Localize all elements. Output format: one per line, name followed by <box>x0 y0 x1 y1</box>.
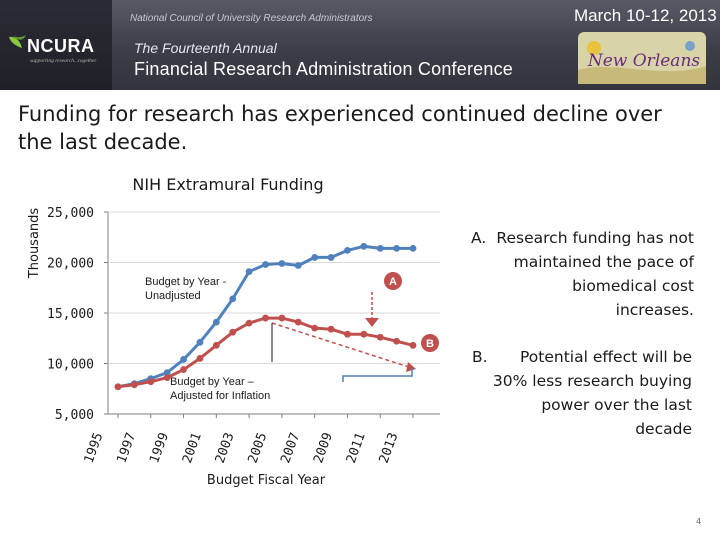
data-point <box>360 330 368 338</box>
data-point <box>278 314 286 322</box>
conference-banner: NCURA supporting research...together Nat… <box>0 0 720 90</box>
data-point <box>311 324 319 332</box>
annotation-a-arrowhead <box>365 318 379 327</box>
annotation-a-label: A <box>389 276 397 288</box>
page-number: 4 <box>696 517 702 526</box>
city-badge-text: New Orleans <box>587 51 701 71</box>
chart-title: NIH Extramural Funding <box>132 175 323 194</box>
y-tick-label: 20,000 <box>47 257 94 272</box>
slide-headline: Funding for research has experienced con… <box>18 102 662 154</box>
data-point <box>180 356 187 363</box>
data-point <box>327 325 335 333</box>
note-b-text: Potential effect will be 30% less resear… <box>492 348 692 438</box>
new-orleans-badge: New Orleans <box>578 32 706 84</box>
annotation-b-marker: B <box>271 322 439 382</box>
x-tick-label: 2011 <box>344 431 369 466</box>
data-point <box>262 314 269 322</box>
note-a: A. Research funding has not maintained t… <box>454 226 704 322</box>
data-point <box>278 260 286 267</box>
data-point <box>212 341 220 349</box>
data-point <box>376 244 384 252</box>
series-label-unadjusted-line1: Budget by Year - <box>145 276 227 288</box>
data-point <box>344 330 351 338</box>
data-point <box>409 244 417 252</box>
x-tick-label: 2001 <box>180 431 205 466</box>
data-point <box>294 318 302 326</box>
x-tick-label: 2005 <box>246 431 271 466</box>
annotation-a-circle <box>384 272 402 290</box>
data-point <box>393 337 401 345</box>
annotation-b-arrowhead <box>406 362 416 372</box>
data-point <box>376 333 384 341</box>
ncura-logo: NCURA supporting research...together <box>0 0 112 90</box>
annotation-a-marker: A <box>365 272 402 327</box>
data-point <box>229 295 237 303</box>
series-label-unadjusted-line2: Unadjusted <box>145 290 201 302</box>
conference-title: Financial Research Administration Confer… <box>134 59 513 79</box>
x-tick-label: 1997 <box>114 431 139 466</box>
data-point <box>229 328 237 336</box>
data-point <box>163 369 171 376</box>
x-tick-label: 2009 <box>311 431 336 466</box>
conference-edition: The Fourteenth Annual <box>134 40 277 56</box>
y-tick-label: 25,000 <box>47 206 94 221</box>
annotation-b-circle <box>421 334 439 352</box>
series-label-adjusted: Budget by Year – Adjusted for Inflation <box>170 376 270 402</box>
y-tick-label: 15,000 <box>47 307 94 322</box>
nih-funding-chart: NIH Extramural Funding Thousands 5,000 10… <box>27 175 440 488</box>
data-point <box>327 254 335 261</box>
data-point <box>245 268 253 275</box>
data-point <box>163 374 171 382</box>
x-tick-label: 2013 <box>377 431 402 466</box>
x-tick-label: 1995 <box>82 431 107 466</box>
data-point <box>147 378 155 386</box>
data-point <box>196 355 204 362</box>
annotation-b-bracket <box>342 368 413 382</box>
x-tick-label: 1999 <box>147 431 172 466</box>
data-point <box>294 262 302 269</box>
data-point <box>114 383 122 391</box>
x-tick-label: 2007 <box>278 431 303 466</box>
data-point <box>180 366 187 373</box>
data-point <box>344 246 351 254</box>
data-point <box>393 244 401 252</box>
x-axis-label: Budget Fiscal Year <box>207 473 326 488</box>
x-tick-label: 2003 <box>213 431 238 466</box>
note-a-key: A. <box>471 229 487 247</box>
logo-text: NCURA <box>27 36 95 56</box>
y-axis: 5,000 10,000 15,000 20,000 25,000 <box>47 206 109 423</box>
leaf-emblem-icon <box>9 35 26 48</box>
conference-dates: March 10-12, 2013 <box>574 6 717 25</box>
logo-tagline: supporting research...together <box>30 58 97 64</box>
series-label-unadjusted: Budget by Year - Unadjusted <box>145 276 229 302</box>
data-point <box>130 381 138 389</box>
data-point <box>245 319 253 327</box>
data-point <box>262 261 269 268</box>
x-tick-group: 1995 1997 1999 2001 2003 2005 2007 2009 2011 2013 <box>82 414 414 466</box>
data-point <box>311 254 319 261</box>
series-adjusted <box>114 314 417 391</box>
y-axis-label: Thousands <box>27 208 42 280</box>
y-tick-label: 10,000 <box>47 358 94 373</box>
data-point <box>212 318 220 326</box>
data-point <box>409 341 417 349</box>
series-label-adjusted-line2: Adjusted for Inflation <box>170 390 270 402</box>
data-point <box>360 242 368 250</box>
data-point <box>196 338 204 346</box>
series-label-adjusted-line1: Budget by Year – <box>170 376 255 388</box>
annotation-b-dashed-line <box>271 322 413 369</box>
note-a-text: Research funding has not maintained the … <box>496 229 694 319</box>
y-tick-label: 5,000 <box>55 408 94 423</box>
note-b-key: B. <box>472 348 488 366</box>
y-tick-group: 5,000 10,000 15,000 20,000 25,000 <box>47 206 108 423</box>
note-b: B. Potential effect will be 30% less res… <box>470 345 700 441</box>
annotation-b-label: B <box>426 338 434 350</box>
organization-name: National Council of University Research … <box>130 13 373 24</box>
